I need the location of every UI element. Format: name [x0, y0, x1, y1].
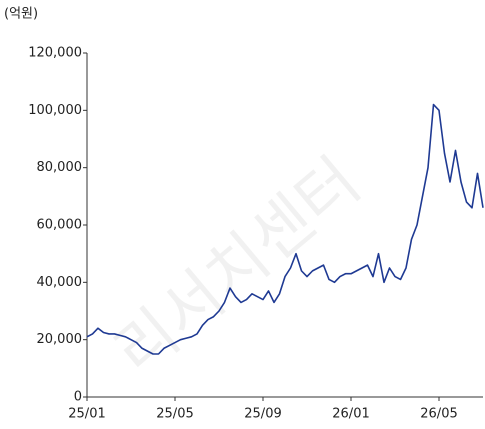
watermark: 리서치센터 [101, 144, 374, 390]
x-tick-label: 25/01 [68, 407, 105, 422]
x-tick-label: 26/01 [332, 407, 369, 422]
y-tick-label: 80,000 [37, 160, 83, 175]
y-tick-label: 20,000 [37, 332, 83, 347]
y-tick-label: 60,000 [37, 218, 83, 233]
y-tick-label: 0 [74, 390, 82, 405]
unit-label: (억원) [4, 7, 38, 22]
line [86, 103, 484, 355]
y-tick-label: 120,000 [28, 46, 82, 61]
y-tick-label: 40,000 [37, 275, 83, 290]
y-tick-label: 100,000 [28, 103, 82, 118]
x-tick-label: 25/05 [156, 407, 193, 422]
x-tick-label: 25/09 [244, 407, 281, 422]
x-tick-label: 26/05 [420, 407, 457, 422]
